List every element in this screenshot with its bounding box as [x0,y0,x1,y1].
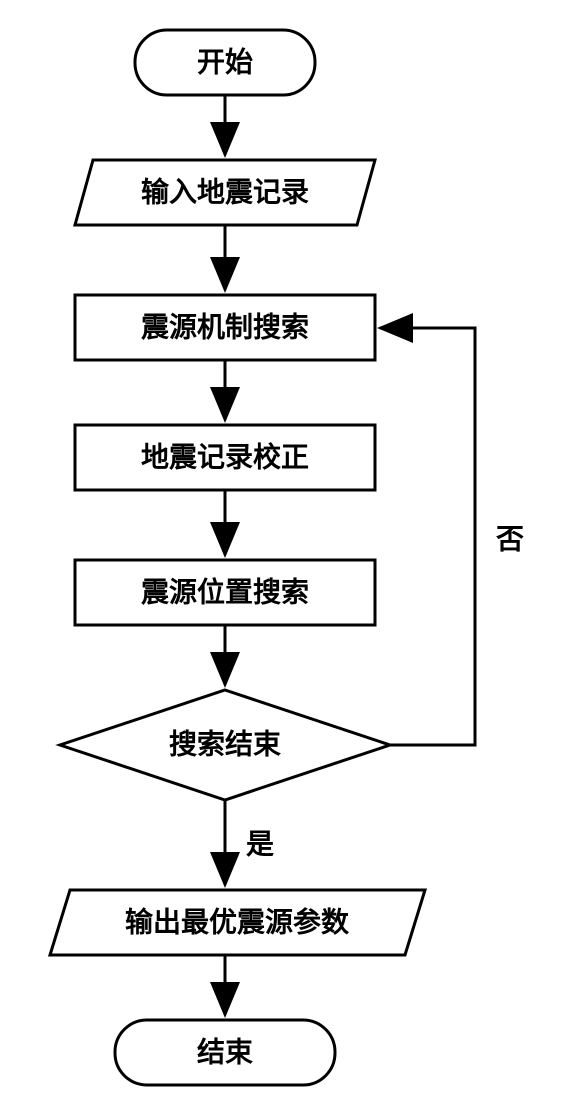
edge-decision-loop: 否 [380,328,524,745]
search-mechanism-node: 震源机制搜索 [75,295,375,360]
no-label: 否 [496,525,524,556]
correction-label: 地震记录校正 [141,441,309,474]
yes-label: 是 [246,830,274,861]
search-location-node: 震源位置搜索 [75,560,375,625]
input-node: 输入地震记录 [75,160,375,225]
correction-node: 地震记录校正 [75,425,375,490]
flowchart-diagram: 开始 输入地震记录 震源机制搜索 地震记录校正 震源位置搜索 搜索结束 是 否 [0,0,571,1115]
decision-label: 搜索结束 [169,729,281,761]
search-location-label: 震源位置搜索 [141,576,309,609]
start-label: 开始 [197,47,253,79]
search-mechanism-label: 震源机制搜索 [141,312,309,344]
input-label: 输入地震记录 [141,176,309,209]
output-node: 输出最优震源参数 [50,890,425,955]
end-node: 结束 [115,1020,335,1085]
start-node: 开始 [135,30,315,95]
end-label: 结束 [197,1037,253,1069]
output-label: 输出最优震源参数 [125,906,350,939]
decision-node: 搜索结束 [60,690,390,800]
